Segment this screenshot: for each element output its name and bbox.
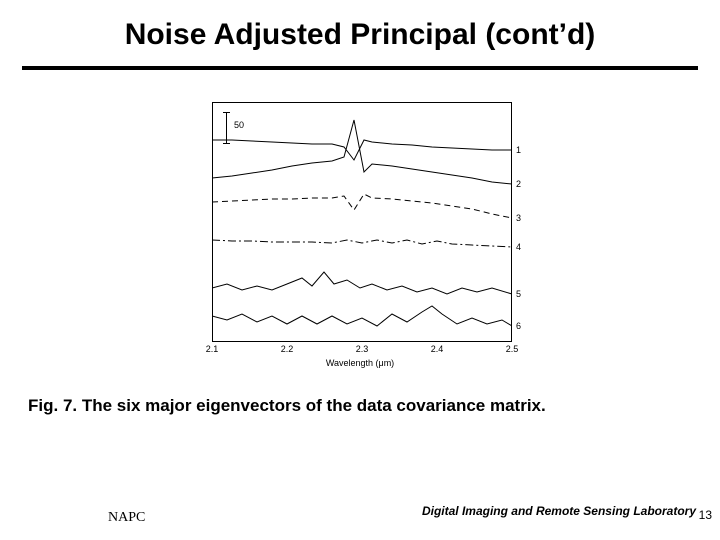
series-6 bbox=[212, 306, 512, 326]
scale-bar bbox=[226, 112, 227, 144]
xtick-4: 2.5 bbox=[506, 344, 519, 354]
title-rule bbox=[22, 66, 698, 70]
series-label-1: 1 bbox=[516, 145, 521, 155]
series-1 bbox=[212, 140, 512, 160]
scale-bar-label: 50 bbox=[234, 120, 244, 130]
series-label-5: 5 bbox=[516, 289, 521, 299]
xtick-1: 2.2 bbox=[281, 344, 294, 354]
series-5 bbox=[212, 272, 512, 294]
series-label-4: 4 bbox=[516, 242, 521, 252]
page-number: 13 bbox=[699, 508, 712, 522]
footer-right: Digital Imaging and Remote Sensing Labor… bbox=[422, 504, 696, 518]
eigenvector-chart: 50 Wavelength (μm) 2.1 2.2 2.3 2.4 2.5 1 2 3 4 5 6 bbox=[190, 98, 530, 368]
series-label-6: 6 bbox=[516, 321, 521, 331]
series-label-3: 3 bbox=[516, 213, 521, 223]
xtick-3: 2.4 bbox=[431, 344, 444, 354]
xtick-0: 2.1 bbox=[206, 344, 219, 354]
x-axis-label: Wavelength (μm) bbox=[190, 358, 530, 368]
xtick-2: 2.3 bbox=[356, 344, 369, 354]
series-4 bbox=[212, 240, 512, 247]
series-2 bbox=[212, 120, 512, 184]
series-label-2: 2 bbox=[516, 179, 521, 189]
figure-caption: Fig. 7. The six major eigenvectors of th… bbox=[28, 394, 692, 418]
slide-title: Noise Adjusted Principal (cont’d) bbox=[0, 0, 720, 62]
series-3 bbox=[212, 194, 512, 218]
footer-left: NAPC bbox=[108, 510, 145, 526]
chart-plot bbox=[212, 102, 512, 342]
